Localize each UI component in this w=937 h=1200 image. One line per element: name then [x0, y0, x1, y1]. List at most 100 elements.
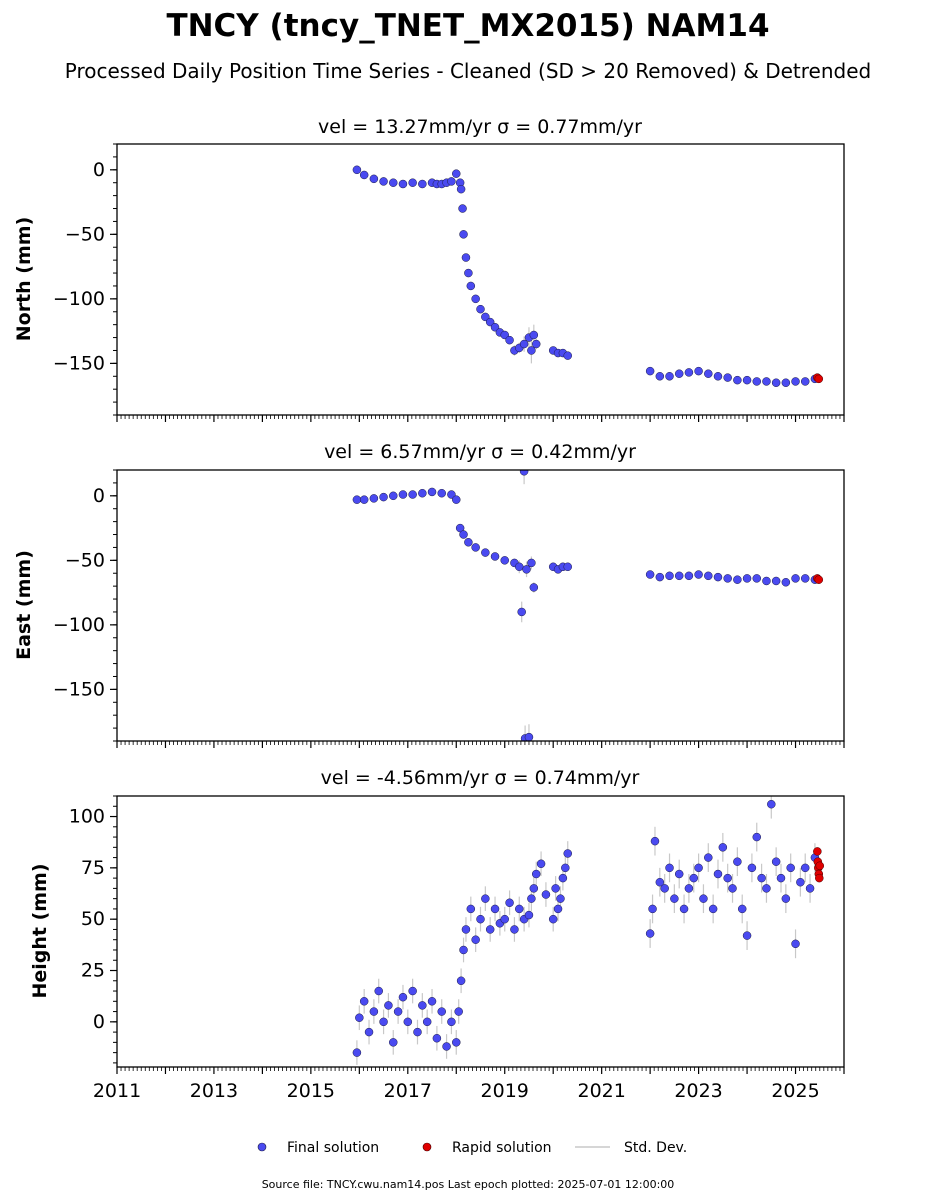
final-solution-point	[398, 179, 408, 189]
final-solution-point	[645, 929, 655, 938]
final-solution-point	[490, 904, 500, 914]
final-solution-point	[531, 339, 541, 349]
plot-frame	[116, 143, 845, 416]
legend-std-label: Std. Dev.	[624, 1140, 687, 1156]
final-solution-point	[541, 890, 551, 899]
final-solution-point	[757, 873, 766, 883]
final-solution-point	[762, 576, 771, 586]
final-solution-point	[517, 607, 526, 617]
final-solution-point	[674, 869, 684, 879]
x-tick-label: 2021	[577, 1080, 625, 1102]
final-solution-point	[500, 556, 509, 565]
final-solution-point	[800, 863, 810, 873]
final-solution-point	[796, 877, 805, 887]
final-solution-point	[519, 470, 529, 476]
y-tick-label: −150	[53, 678, 105, 700]
final-solution-point	[522, 565, 531, 574]
final-solution-point	[476, 914, 485, 924]
final-solution-point	[459, 530, 468, 539]
final-solution-point	[398, 490, 408, 499]
x-tick-label: 2025	[771, 1080, 819, 1102]
final-solution-point	[655, 372, 665, 381]
final-solution-point	[527, 346, 536, 355]
final-solution-point	[684, 571, 694, 581]
x-tick-label: 2019	[481, 1080, 529, 1102]
final-solution-point	[389, 178, 398, 187]
final-solution-point	[791, 574, 800, 583]
final-solution-point	[490, 322, 500, 332]
final-solution-point	[461, 253, 471, 262]
final-solution-point	[529, 330, 539, 340]
final-solution-point	[805, 884, 815, 893]
final-solution-point	[527, 894, 536, 903]
y-tick-label: −100	[53, 288, 105, 310]
final-solution-point	[364, 1027, 374, 1037]
final-solution-point	[556, 894, 565, 903]
final-solution-point	[723, 873, 732, 883]
final-solution-point	[476, 304, 485, 314]
final-solution-point	[505, 335, 514, 345]
final-solution-point	[791, 939, 800, 949]
final-solution-point	[359, 997, 369, 1006]
final-solution-point	[674, 571, 684, 581]
final-solution-point	[733, 375, 742, 385]
legend-final-label: Final solution	[287, 1140, 379, 1156]
final-solution-point	[713, 869, 723, 879]
height-panel: vel = -4.56mm/yr σ = 0.74mm/yr Height (m…	[29, 767, 845, 1102]
final-solution-point	[374, 986, 383, 996]
east-panel: vel = 6.57mm/yr σ = 0.42mm/yr East (mm) …	[13, 441, 845, 748]
x-tick-label: 2015	[287, 1080, 335, 1102]
final-solution-point	[524, 732, 534, 741]
final-solution-point	[648, 904, 657, 914]
final-solution-point	[553, 904, 563, 914]
final-solution-point	[551, 884, 560, 893]
rapid-solution-point	[814, 374, 824, 384]
final-solution-point	[408, 490, 417, 499]
final-solution-point	[437, 488, 446, 498]
final-solution-point	[689, 873, 699, 883]
legend-rapid-label: Rapid solution	[452, 1140, 552, 1156]
final-solution-point	[704, 369, 713, 378]
final-solution-point	[471, 294, 480, 304]
final-solution-point	[413, 1027, 422, 1037]
final-solution-point	[427, 487, 437, 497]
final-solution-point	[352, 495, 362, 504]
final-solution-point	[452, 169, 461, 178]
final-solution-point	[708, 904, 718, 914]
data-layer	[352, 796, 825, 1065]
final-solution-point	[505, 898, 514, 908]
y-tick-label: −50	[65, 223, 105, 245]
final-solution-point	[355, 1013, 364, 1022]
final-solution-point	[464, 268, 473, 278]
final-solution-point	[456, 184, 466, 194]
final-solution-point	[384, 1001, 393, 1010]
data-layer	[352, 165, 824, 387]
figure-subtitle: Processed Daily Position Time Series - C…	[65, 59, 871, 83]
final-solution-point	[737, 904, 747, 914]
final-solution-point	[704, 853, 713, 862]
final-solution-point	[447, 177, 456, 186]
final-solution-point	[558, 873, 568, 883]
final-solution-point	[733, 575, 742, 584]
final-solution-point	[389, 491, 398, 501]
rapid-solution-point	[813, 847, 822, 856]
final-solution-point	[481, 312, 490, 322]
y-tick-label: −50	[65, 549, 105, 571]
final-solution-point	[529, 884, 539, 893]
final-solution-point	[524, 910, 534, 920]
final-solution-point	[452, 1038, 461, 1047]
final-solution-point	[752, 377, 762, 386]
final-solution-point	[694, 863, 703, 873]
final-solution-point	[762, 377, 771, 386]
y-tick-label: −150	[53, 352, 105, 374]
final-solution-point	[699, 894, 708, 903]
final-solution-point	[432, 1034, 442, 1043]
ylabel-east: East (mm)	[13, 550, 35, 660]
final-solution-point	[694, 366, 703, 376]
final-solution-point	[418, 1001, 427, 1010]
final-solution-point	[800, 574, 810, 583]
final-solution-point	[660, 884, 669, 893]
final-solution-point	[684, 368, 694, 377]
final-solution-point	[408, 178, 417, 187]
